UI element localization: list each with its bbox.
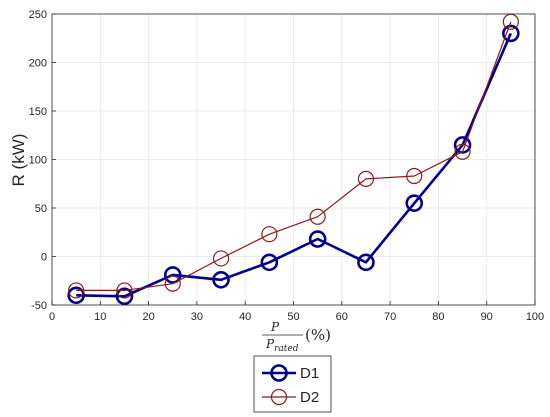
series-D2: [68, 13, 519, 299]
data-point: [502, 24, 520, 43]
y-axis: -50 0 50 100 150 200 250: [29, 9, 56, 312]
series-D1: [67, 24, 520, 306]
y-tick-label: 100: [29, 155, 47, 167]
x-tick-label: 30: [191, 311, 203, 323]
data-point: [67, 286, 85, 305]
x-tick-label: 60: [336, 311, 348, 323]
x-tick-label: 50: [287, 311, 299, 323]
legend-marker: [270, 388, 288, 406]
x-label-unit: (%): [305, 326, 331, 344]
x-label-denominator: Prated: [265, 337, 299, 354]
legend-item-D2: D2: [262, 388, 319, 406]
data-point: [357, 170, 375, 187]
y-tick-label: 150: [29, 106, 47, 118]
y-tick-label: -50: [31, 300, 47, 312]
series-layer: [67, 13, 520, 306]
data-point: [212, 270, 230, 289]
data-point: [406, 167, 423, 185]
legend-label: D2: [300, 389, 319, 406]
data-point: [453, 136, 472, 154]
x-label-numerator: P: [270, 320, 280, 334]
x-axis: 0 10 20 30 40 50 60 70 80 90 100: [49, 301, 544, 323]
x-tick-label: 10: [94, 311, 106, 323]
data-point: [308, 230, 327, 248]
x-tick-label: 90: [481, 311, 493, 323]
legend-label: D1: [300, 365, 319, 382]
series-line: [76, 21, 512, 291]
x-tick-label: 0: [49, 311, 55, 323]
data-point: [357, 253, 375, 272]
data-point: [309, 208, 326, 225]
series-line: [76, 32, 512, 298]
data-point: [116, 282, 133, 299]
data-point: [405, 194, 424, 212]
data-point: [454, 143, 471, 160]
y-tick-label: 50: [35, 203, 47, 215]
legend-item-D1: D1: [262, 364, 319, 382]
data-point: [68, 282, 85, 299]
data-point: [212, 250, 230, 267]
x-tick-label: 20: [142, 311, 154, 323]
data-point: [115, 287, 134, 306]
x-tick-label: 80: [432, 311, 444, 323]
data-point: [261, 226, 278, 243]
y-tick-label: 250: [29, 9, 47, 21]
y-axis-label: R (kW): [9, 134, 28, 187]
data-point: [260, 253, 279, 272]
legend-box: [253, 355, 332, 413]
y-tick-label: 0: [41, 252, 47, 264]
data-point: [163, 266, 182, 284]
y-tick-label: 200: [29, 58, 47, 70]
x-tick-label: 100: [526, 311, 544, 323]
x-tick-label: 40: [239, 311, 251, 323]
x-axis-label: P Prated (%): [262, 320, 331, 354]
x-tick-label: 70: [384, 311, 396, 323]
data-point: [164, 275, 181, 292]
legend-marker: [270, 364, 288, 382]
